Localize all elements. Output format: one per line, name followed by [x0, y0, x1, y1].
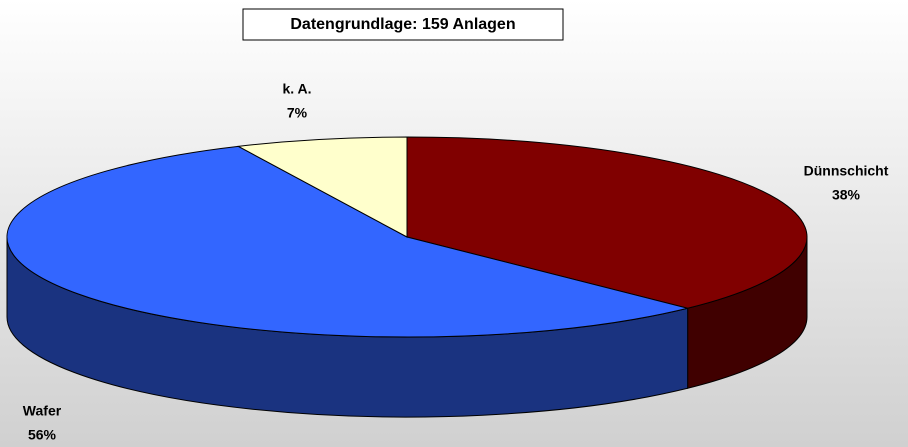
- slice-value-label: 56%: [28, 427, 57, 443]
- chart-title: Datengrundlage: 159 Anlagen: [290, 16, 515, 33]
- pie-slice: [406, 136, 808, 309]
- pie-slice: [6, 145, 688, 338]
- pie-slice: [236, 136, 408, 238]
- slice-label: Dünnschicht: [804, 163, 889, 179]
- slice-value-label: 38%: [832, 187, 861, 203]
- slice-label: k. A.: [282, 81, 311, 97]
- slice-value-label: 7%: [287, 105, 308, 121]
- title-box: [242, 8, 564, 41]
- slice-label: Wafer: [23, 403, 62, 419]
